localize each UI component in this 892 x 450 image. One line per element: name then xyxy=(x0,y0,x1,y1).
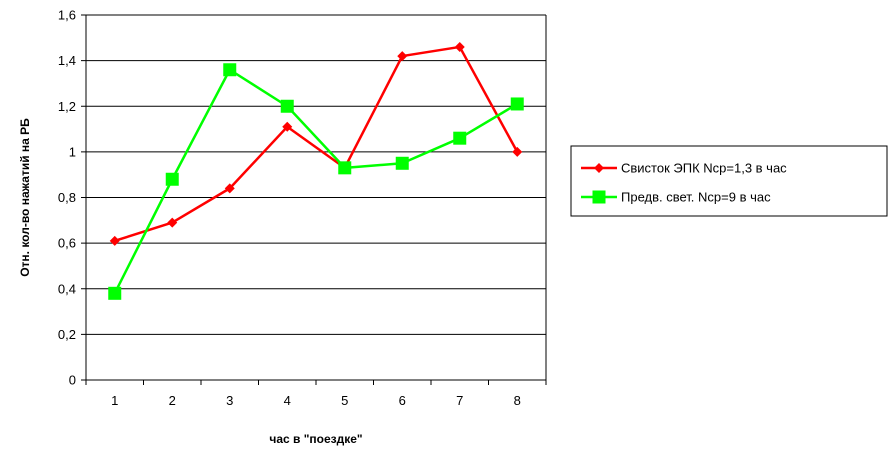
data-point xyxy=(109,235,120,246)
y-tick-label: 0,8 xyxy=(58,190,76,205)
data-point xyxy=(510,97,524,111)
y-tick-label: 1,4 xyxy=(58,53,76,68)
data-point xyxy=(167,217,178,228)
y-tick-label: 0,4 xyxy=(58,281,76,296)
y-axis-label: Отн. кол-во нажатий на РБ xyxy=(18,118,32,277)
legend-marker xyxy=(592,190,606,204)
y-tick-label: 0,2 xyxy=(58,327,76,342)
data-point xyxy=(165,172,179,186)
series-2 xyxy=(108,63,524,300)
series-line xyxy=(114,45,519,243)
x-tick-label: 8 xyxy=(514,393,521,408)
data-point xyxy=(454,41,465,52)
data-point xyxy=(397,51,408,62)
y-tick-label: 0 xyxy=(69,373,76,388)
x-axis-label: час в "поездке" xyxy=(269,432,362,446)
gridlines xyxy=(86,14,546,335)
y-tick-label: 1 xyxy=(69,144,76,159)
series-layer xyxy=(108,41,524,300)
x-tick-label: 4 xyxy=(284,393,291,408)
legend-entry: Свисток ЭПК Nср=1,3 в час xyxy=(581,161,787,176)
data-point xyxy=(512,146,523,157)
x-tick-label: 5 xyxy=(341,393,348,408)
data-point xyxy=(338,161,352,175)
x-tick-label: 7 xyxy=(456,393,463,408)
legend-label: Свисток ЭПК Nср=1,3 в час xyxy=(621,161,787,176)
data-point xyxy=(395,156,409,170)
x-tick-label: 2 xyxy=(169,393,176,408)
x-tick-label: 3 xyxy=(226,393,233,408)
y-tick-label: 1,2 xyxy=(58,99,76,114)
data-point xyxy=(224,183,235,194)
legend-entry: Предв. свет. Nср=9 в час xyxy=(581,190,771,205)
axes xyxy=(81,14,547,385)
x-tick-label: 1 xyxy=(111,393,118,408)
legend: Свисток ЭПК Nср=1,3 в час Предв. свет. Nс… xyxy=(570,145,888,217)
data-point xyxy=(223,63,237,77)
y-tick-label: 0,6 xyxy=(58,236,76,251)
x-tick-label: 6 xyxy=(399,393,406,408)
legend-box xyxy=(570,145,888,217)
data-point xyxy=(453,131,467,145)
data-point xyxy=(282,121,293,132)
data-point xyxy=(280,99,294,113)
tick-labels: 0 0,2 0,4 0,6 0,8 1 1,2 1,4 1,6 1 2 3 4 5 6 7 8 xyxy=(58,8,521,409)
legend-label: Предв. свет. Nср=9 в час xyxy=(621,190,771,205)
series-line xyxy=(113,68,518,294)
legend-marker xyxy=(594,163,604,173)
y-tick-label: 1,6 xyxy=(58,8,76,23)
data-point xyxy=(108,286,122,300)
